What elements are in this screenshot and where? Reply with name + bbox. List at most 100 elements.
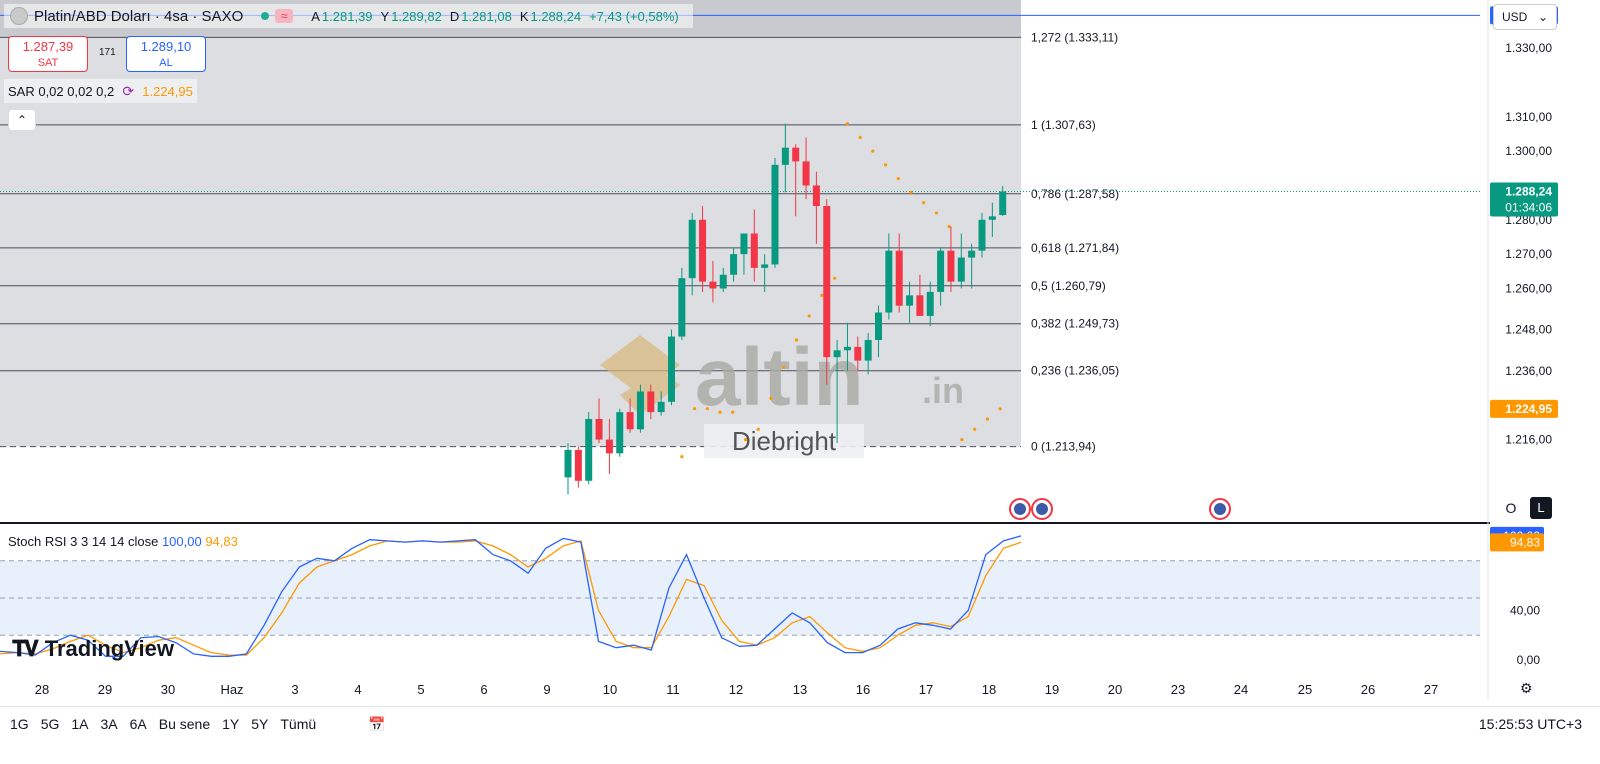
auto-scale-button[interactable]: L — [1530, 497, 1552, 519]
candle — [812, 171, 820, 244]
range-button[interactable]: 5G — [40, 716, 60, 732]
candle — [564, 443, 572, 495]
buy-button[interactable]: 1.289,10 AL — [126, 36, 206, 72]
candle — [761, 254, 769, 292]
candle — [781, 123, 789, 193]
pane-separator — [0, 522, 1490, 524]
clock[interactable]: 15:25:53 UTC+3 — [1478, 716, 1582, 732]
candle — [595, 398, 603, 444]
range-button[interactable]: 1Y — [222, 716, 240, 732]
range-button[interactable]: Bu sene — [158, 716, 211, 732]
time-tick-label: 30 — [160, 682, 176, 697]
currency-select[interactable]: USD ⌄ — [1493, 4, 1557, 30]
tradingview-logo[interactable]: 𝐓𝐕 TradingView — [12, 636, 174, 662]
sar-legend[interactable]: SAR 0,02 0,02 0,2 ⟳ 1.224,95 — [4, 79, 197, 103]
sar-point — [782, 365, 786, 370]
candle — [699, 206, 707, 292]
candle — [926, 281, 934, 327]
sar-point — [718, 410, 722, 414]
time-tick-label: 11 — [666, 682, 680, 697]
us-event-icon[interactable] — [1031, 498, 1053, 520]
time-tick-label: 23 — [1170, 682, 1186, 697]
stoch-tick-label: 40,00 — [1510, 603, 1540, 617]
platinum-icon — [10, 7, 28, 25]
price-tick-label: 1.248,00 — [1505, 323, 1552, 337]
sar-label: SAR 0,02 0,02 0,2 — [8, 83, 115, 99]
time-tick-label: 9 — [543, 682, 551, 697]
candle — [875, 305, 882, 358]
candle-body — [699, 219, 707, 282]
sar-point — [909, 190, 913, 194]
range-button[interactable]: 3A — [100, 716, 118, 732]
time-tick-label: 19 — [1044, 682, 1060, 697]
last-price-badge-text: 1.288,24 — [1505, 184, 1552, 198]
price-tick-label: 1.300,00 — [1505, 144, 1552, 158]
event-flag-fill — [1214, 503, 1226, 515]
time-tick-label: 5 — [417, 682, 425, 697]
candle — [854, 336, 862, 371]
sar-point — [833, 276, 837, 280]
buy-price: 1.289,10 — [140, 39, 192, 54]
sar-price-badge-bg — [1490, 399, 1558, 418]
candle-body — [750, 233, 758, 268]
open-key: A — [311, 8, 320, 24]
range-button[interactable]: 1A — [71, 716, 89, 732]
candle-body — [833, 350, 841, 358]
candle — [771, 157, 779, 268]
range-button[interactable]: 1G — [10, 716, 29, 732]
gear-icon[interactable]: ⚙ — [1520, 680, 1533, 696]
refresh-icon[interactable]: ⟳ — [122, 83, 135, 99]
us-event-icon[interactable] — [1009, 498, 1031, 520]
candle-body — [781, 147, 789, 165]
stoch-d-value: 94,83 — [205, 534, 238, 549]
symbol-title[interactable]: Platin/ABD Doları · 4sa · SAXO — [34, 7, 244, 25]
sar-point — [871, 149, 875, 153]
calendar-icon[interactable]: 📅 — [368, 716, 386, 732]
time-tick-label: 27 — [1423, 682, 1439, 697]
close-value: 1.288,24 — [530, 8, 582, 24]
sar-point — [934, 211, 939, 215]
candle-body — [843, 346, 851, 351]
range-button[interactable]: Tümü — [280, 716, 317, 732]
candle — [895, 233, 903, 313]
candle-body — [906, 295, 914, 306]
fib-zone — [0, 37, 1021, 447]
candle-body — [864, 339, 872, 361]
sar-point — [973, 427, 977, 431]
sar-point — [807, 314, 811, 318]
sell-button[interactable]: 1.287,39 SAT — [8, 36, 88, 72]
candle — [688, 212, 696, 296]
candle — [636, 384, 644, 433]
time-range-bar: 1G 5G 1A 3A 6A Bu sene 1Y 5Y Tümü — [10, 716, 328, 732]
candle — [937, 247, 945, 306]
time-tick-label: 6 — [480, 682, 488, 697]
buy-label: AL — [159, 57, 173, 69]
candle-body — [968, 250, 976, 258]
candle — [792, 144, 800, 217]
sell-label: SAT — [37, 57, 59, 69]
sar-point — [896, 176, 900, 181]
collapse-legend-button[interactable]: ⌃ — [8, 109, 36, 131]
log-scale-button[interactable]: O — [1505, 500, 1517, 516]
candle — [574, 446, 582, 488]
high-key: Y — [380, 8, 390, 24]
sar-point — [858, 135, 862, 139]
range-button[interactable]: 5Y — [251, 716, 269, 732]
sar-point — [680, 455, 684, 459]
stoch-legend[interactable]: Stoch RSI 3 3 14 14 close 100,00 94,83 — [4, 532, 242, 551]
candle — [802, 137, 810, 200]
sar-point — [756, 427, 760, 431]
market-open-icon — [261, 12, 270, 20]
us-event-icon[interactable] — [1209, 498, 1231, 520]
candle — [647, 384, 655, 419]
wave-icon: ≈ — [275, 9, 294, 23]
range-button[interactable]: 6A — [129, 716, 147, 732]
stoch-d-badge-bg — [1490, 533, 1544, 552]
candle — [988, 202, 996, 237]
sar-point — [998, 407, 1002, 411]
candle — [678, 267, 686, 340]
candle-body — [947, 250, 955, 282]
candle — [947, 226, 955, 292]
time-tick-label: 24 — [1233, 682, 1249, 697]
